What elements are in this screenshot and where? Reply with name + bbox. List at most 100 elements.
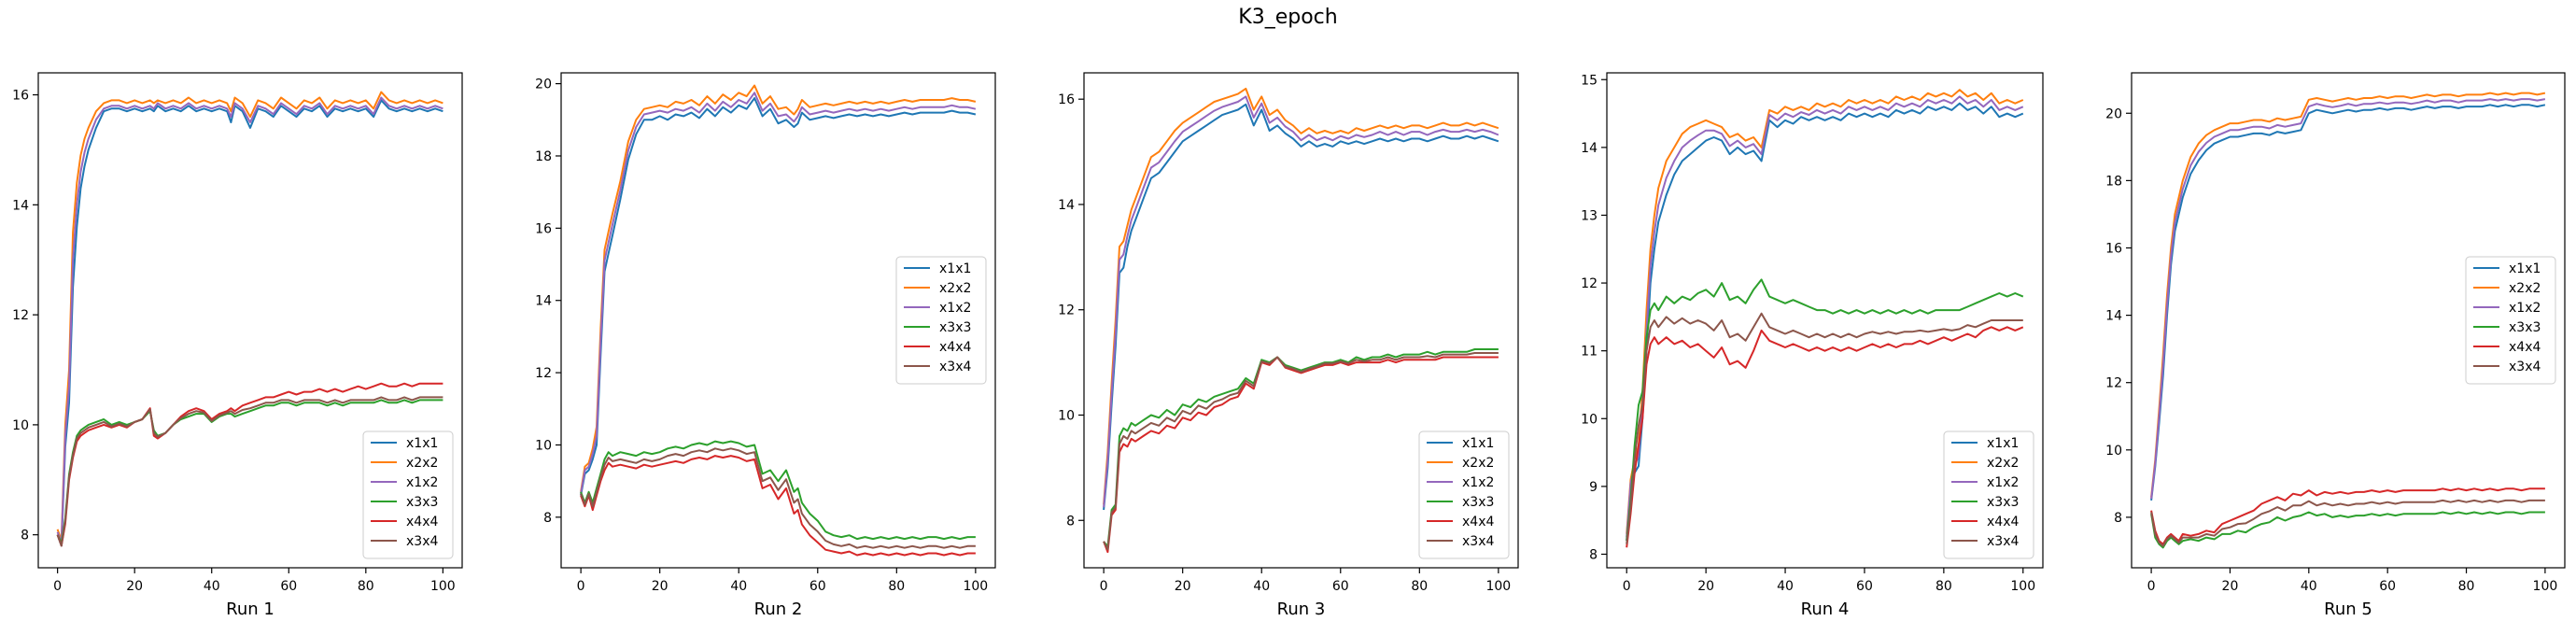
x-tick-label: 80 bbox=[358, 579, 374, 594]
y-tick-label: 20 bbox=[2105, 106, 2122, 121]
series-line-x1x1 bbox=[1626, 102, 2024, 542]
y-tick-label: 13 bbox=[1581, 208, 1598, 223]
legend-label-x3x3: x3x3 bbox=[939, 320, 971, 335]
legend-label-x2x2: x2x2 bbox=[1987, 456, 2019, 471]
chart-panel-3: 0 20 40 60 80 100 8 10 12 14 16 Run 3 x1x1 x2x2 x1x2 x3… bbox=[1058, 72, 1519, 619]
series-line-x4x4 bbox=[2150, 487, 2545, 545]
y-tick-label: 14 bbox=[2105, 309, 2122, 324]
legend-label-x1x1: x1x1 bbox=[406, 436, 438, 451]
plot-frame bbox=[1606, 72, 2044, 569]
x-tick-label: 100 bbox=[963, 579, 988, 594]
series-line-x2x2 bbox=[56, 91, 443, 542]
plot-frame bbox=[1083, 72, 1519, 569]
series-line-x3x3 bbox=[1103, 348, 1499, 548]
x-tick-label: 40 bbox=[730, 579, 747, 594]
x-tick-label: 40 bbox=[2301, 579, 2317, 594]
legend-label-x2x2: x2x2 bbox=[2509, 281, 2541, 296]
legend-label-x3x4: x3x4 bbox=[2509, 360, 2541, 374]
legend: x1x1 x2x2 x1x2 x3x3 x4x4 x3x4 bbox=[362, 430, 454, 559]
series-line-x2x2 bbox=[2150, 92, 2546, 498]
plot-frame bbox=[37, 72, 463, 569]
x-tick-label: 40 bbox=[1777, 579, 1794, 594]
legend-label-x3x3: x3x3 bbox=[406, 495, 438, 510]
x-axis-label: Run 3 bbox=[1277, 600, 1326, 619]
y-tick-label: 8 bbox=[1066, 514, 1075, 529]
y-tick-label: 10 bbox=[535, 438, 552, 453]
legend-label-x1x1: x1x1 bbox=[939, 261, 971, 276]
y-tick-label: 12 bbox=[1581, 276, 1598, 291]
legend: x1x1 x2x2 x1x2 x3x3 x4x4 x3x4 bbox=[1418, 430, 1510, 559]
legend-label-x2x2: x2x2 bbox=[1462, 456, 1494, 471]
legend-label-x2x2: x2x2 bbox=[939, 281, 971, 296]
y-tick-label: 8 bbox=[543, 511, 552, 526]
y-tick-label: 11 bbox=[1581, 345, 1598, 360]
y-tick-label: 20 bbox=[535, 78, 552, 92]
legend-label-x4x4: x4x4 bbox=[939, 340, 971, 355]
x-tick-label: 60 bbox=[809, 579, 826, 594]
x-tick-label: 0 bbox=[53, 579, 62, 594]
y-tick-label: 16 bbox=[535, 221, 552, 236]
x-axis-label: Run 1 bbox=[226, 600, 274, 619]
y-tick-label: 8 bbox=[1589, 547, 1598, 562]
series-line-x1x2 bbox=[2150, 98, 2546, 500]
y-tick-label: 8 bbox=[2114, 511, 2122, 526]
x-tick-label: 20 bbox=[1697, 579, 1714, 594]
x-tick-label: 0 bbox=[577, 579, 585, 594]
x-axis-label: Run 4 bbox=[1801, 600, 1850, 619]
x-tick-label: 60 bbox=[1856, 579, 1873, 594]
x-tick-label: 20 bbox=[652, 579, 669, 594]
x-tick-label: 80 bbox=[2458, 579, 2475, 594]
series-line-x1x1 bbox=[1103, 103, 1499, 511]
y-tick-label: 14 bbox=[12, 198, 29, 213]
legend-label-x1x1: x1x1 bbox=[1987, 436, 2019, 451]
legend-label-x4x4: x4x4 bbox=[406, 515, 438, 529]
legend-label-x4x4: x4x4 bbox=[2509, 340, 2541, 355]
x-tick-label: 40 bbox=[1253, 579, 1270, 594]
legend-label-x1x2: x1x2 bbox=[2509, 301, 2541, 316]
series-line-x4x4 bbox=[580, 455, 976, 557]
y-tick-label: 18 bbox=[2105, 174, 2122, 189]
legend-label-x3x4: x3x4 bbox=[1987, 534, 2019, 549]
plot-frame bbox=[560, 72, 996, 569]
figure-title: K3_epoch bbox=[1238, 6, 1338, 29]
series-line-x4x4 bbox=[56, 382, 443, 547]
series-line-x2x2 bbox=[1103, 87, 1499, 505]
y-tick-label: 9 bbox=[1589, 480, 1598, 495]
series-line-x2x2 bbox=[580, 84, 977, 492]
legend-label-x3x4: x3x4 bbox=[406, 534, 438, 549]
series-line-x4x4 bbox=[1103, 356, 1499, 554]
x-tick-label: 100 bbox=[430, 579, 456, 594]
x-tick-label: 60 bbox=[1332, 579, 1349, 594]
series-line-x1x2 bbox=[56, 96, 443, 544]
legend: x1x1 x2x2 x1x2 x3x3 x4x4 x3x4 bbox=[895, 256, 987, 385]
y-tick-label: 16 bbox=[12, 89, 29, 104]
y-tick-label: 14 bbox=[535, 294, 552, 309]
y-tick-label: 10 bbox=[1581, 412, 1598, 427]
x-tick-label: 80 bbox=[1411, 579, 1428, 594]
legend-label-x3x3: x3x3 bbox=[1462, 495, 1494, 510]
y-tick-label: 12 bbox=[2105, 376, 2122, 391]
series-line-x4x4 bbox=[1626, 326, 2024, 548]
x-tick-label: 20 bbox=[2222, 579, 2239, 594]
y-tick-label: 16 bbox=[1058, 92, 1075, 107]
series-line-x3x4 bbox=[2150, 499, 2545, 547]
x-tick-label: 100 bbox=[2010, 579, 2035, 594]
legend-label-x3x3: x3x3 bbox=[1987, 495, 2019, 510]
y-tick-label: 12 bbox=[1058, 303, 1075, 318]
x-tick-label: 60 bbox=[280, 579, 297, 594]
legend-label-x4x4: x4x4 bbox=[1987, 515, 2019, 529]
x-tick-label: 40 bbox=[204, 579, 220, 594]
legend-label-x1x2: x1x2 bbox=[1462, 475, 1494, 490]
legend-label-x3x4: x3x4 bbox=[1462, 534, 1494, 549]
series-line-x1x1 bbox=[56, 99, 443, 547]
series-line-x1x1 bbox=[580, 97, 977, 496]
y-tick-label: 12 bbox=[535, 366, 552, 381]
series-line-x3x4 bbox=[1103, 352, 1499, 551]
x-tick-label: 20 bbox=[126, 579, 143, 594]
chart-panel-1: 0 20 40 60 80 100 8 10 12 14 16 Run 1 x1x1 x2x2 x1x2 x3… bbox=[12, 72, 463, 619]
series-line-x1x2 bbox=[580, 92, 977, 494]
